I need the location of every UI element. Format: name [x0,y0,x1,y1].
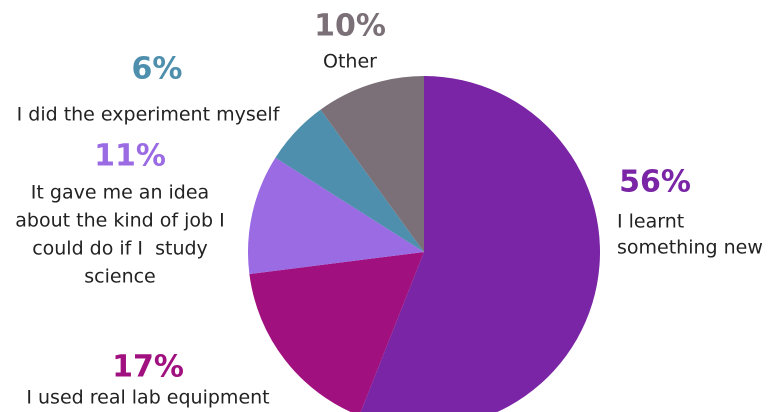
value-label: 10% [314,9,386,44]
category-label: I learnt [617,211,684,233]
pie-slice [320,76,424,252]
pie-slice [249,252,424,412]
pie-slice [275,109,424,252]
category-label: science [84,266,156,288]
category-label: something new [617,237,763,259]
value-label: 17% [112,350,184,385]
value-label: 11% [94,139,166,174]
value-label: 6% [132,52,183,87]
pie-slice [248,157,424,275]
category-label: It gave me an idea [31,182,209,204]
category-label: I used real lab equipment [26,387,269,409]
category-label: Other [323,51,377,73]
pie-slice [360,76,600,412]
category-label: could do if I study [32,238,208,260]
value-label: 56% [619,165,691,200]
category-label: about the kind of job I [15,210,224,232]
category-label: I did the experiment myself [17,104,281,126]
